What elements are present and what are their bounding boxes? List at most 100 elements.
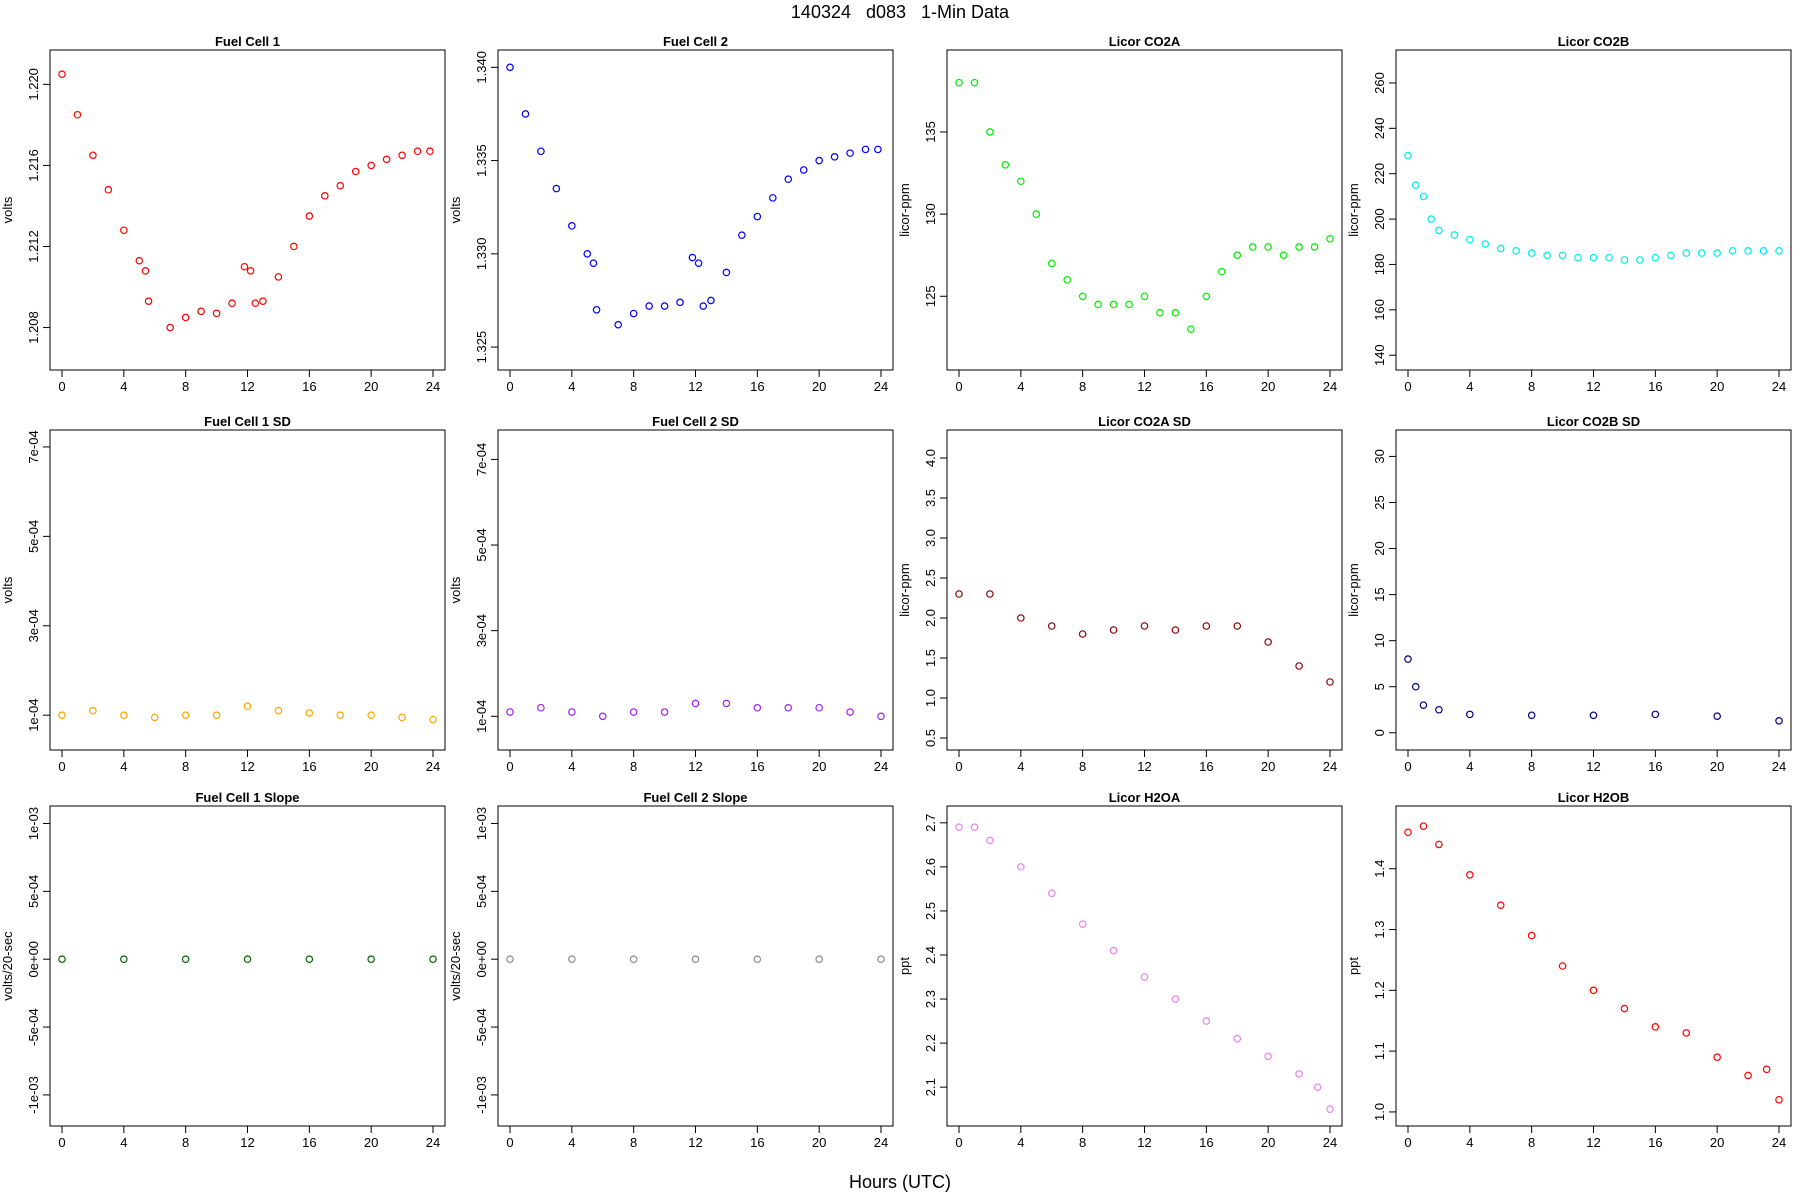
x-tick-label: 20	[1261, 759, 1275, 774]
x-tick-label: 8	[1079, 379, 1086, 394]
y-tick-label: 200	[1372, 208, 1387, 230]
data-point	[1078, 630, 1087, 638]
y-tick-label: 1.5	[923, 649, 938, 667]
x-tick-label: 0	[58, 379, 65, 394]
x-tick-label: 12	[1137, 379, 1151, 394]
x-tick-label: 0	[1404, 1135, 1411, 1150]
data-point	[1047, 622, 1056, 630]
x-tick-label: 20	[1710, 759, 1724, 774]
data-point	[1233, 1034, 1242, 1043]
data-point	[1558, 251, 1567, 260]
data-point	[768, 194, 777, 202]
data-point	[1411, 181, 1420, 189]
data-point	[1651, 253, 1660, 262]
x-tick-label: 20	[1261, 379, 1275, 394]
data-point	[1543, 251, 1551, 260]
y-tick-label: -1e-03	[474, 1076, 489, 1114]
y-tick-label: 3e-04	[474, 614, 489, 647]
data-point	[1427, 215, 1435, 223]
y-tick-label: 1.325	[474, 331, 489, 364]
y-tick-label: 3.0	[923, 529, 938, 547]
x-tick-label: 8	[182, 379, 189, 394]
panel-fc2slope: Fuel Cell 2 Slope 0 4 8 12 16 20 24 -1e-03 -5e-04…	[448, 790, 894, 1150]
y-tick-label: 260	[1372, 72, 1387, 94]
data-point	[629, 708, 638, 716]
data-point	[1109, 300, 1118, 309]
y-tick-label: 5e-04	[26, 875, 41, 908]
plot-frame	[497, 49, 894, 371]
data-point	[1419, 822, 1428, 830]
data-point	[1775, 717, 1783, 725]
x-tick-label: 16	[1199, 759, 1213, 774]
plot-frame	[497, 429, 894, 751]
data-point	[1017, 863, 1025, 871]
data-point	[1202, 292, 1211, 301]
y-tick-label: 180	[1372, 254, 1387, 276]
data-point	[1435, 226, 1443, 235]
x-axis-title: Hours (UTC)	[849, 1172, 951, 1192]
plot-title: Fuel Cell 2 Slope	[643, 790, 747, 805]
data-point	[1450, 231, 1459, 239]
y-tick-label: 2.6	[923, 858, 938, 876]
data-point	[691, 955, 700, 964]
data-point	[1047, 259, 1056, 268]
x-tick-label: 4	[1466, 379, 1473, 394]
x-tick-label: 12	[1137, 1135, 1151, 1150]
x-tick-label: 8	[182, 759, 189, 774]
y-axis-label: licor-ppm	[1346, 183, 1361, 236]
data-point	[1759, 247, 1768, 255]
data-point	[367, 711, 375, 719]
y-tick-label: 220	[1372, 163, 1387, 185]
data-point	[243, 955, 252, 964]
data-point	[1156, 308, 1164, 317]
data-point	[986, 836, 994, 845]
data-point	[629, 309, 638, 318]
data-point	[1404, 828, 1412, 837]
data-point	[1310, 243, 1319, 251]
y-axis-label: volts/20-sec	[448, 931, 463, 1001]
data-point	[1264, 638, 1272, 646]
y-tick-label: 1.212	[26, 230, 41, 263]
data-point	[1094, 300, 1102, 309]
plot-title: Licor CO2B	[1558, 34, 1630, 49]
data-point	[1527, 249, 1536, 257]
data-point	[1466, 870, 1474, 879]
data-point	[1264, 1052, 1272, 1061]
panel-co2a: Licor CO2A 0 4 8 12 16 20 24 125 130 135 licor-ppm	[897, 34, 1343, 394]
data-point	[722, 699, 731, 708]
data-point	[1063, 276, 1072, 284]
y-tick-label: 0.5	[923, 729, 938, 747]
x-tick-label: 16	[1648, 759, 1662, 774]
y-tick-label: 1e-03	[474, 807, 489, 840]
data-point	[568, 222, 576, 230]
data-point	[1404, 655, 1412, 663]
panel-fc1: Fuel Cell 1 0 4 8 12 16 20 24 1.208 1.212 1.216 1.2…	[0, 34, 446, 394]
data-point	[144, 297, 153, 306]
data-point	[1140, 292, 1149, 301]
panel-fc2: Fuel Cell 2 0 4 8 12 16 20 24 1.325 1.330 1.335 1.3…	[448, 34, 894, 394]
y-tick-label: 5e-04	[474, 528, 489, 561]
plot-frame	[946, 49, 1343, 371]
plot-frame	[1395, 805, 1792, 1127]
data-point	[212, 711, 221, 719]
data-point	[367, 955, 375, 964]
panel-h2ob: Licor H2OB 0 4 8 12 16 20 24 1.0 1.1 1.2 1.3 1.4 ppt	[1346, 790, 1792, 1150]
y-tick-label: 4.0	[923, 449, 938, 467]
x-tick-label: 12	[240, 759, 254, 774]
y-tick-label: 0e+00	[26, 941, 41, 978]
data-point	[1017, 177, 1025, 186]
data-point	[699, 302, 708, 310]
x-tick-label: 24	[426, 759, 440, 774]
data-point	[73, 110, 82, 119]
x-tick-label: 20	[1261, 1135, 1275, 1150]
x-tick-label: 20	[364, 759, 378, 774]
data-point	[1326, 234, 1334, 243]
y-tick-label: 2.7	[923, 814, 938, 832]
y-axis-label: volts	[0, 576, 15, 603]
x-tick-label: 16	[1648, 1135, 1662, 1150]
data-point	[722, 268, 731, 277]
data-point	[784, 703, 793, 712]
data-point	[1512, 247, 1521, 255]
data-point	[1140, 622, 1149, 630]
